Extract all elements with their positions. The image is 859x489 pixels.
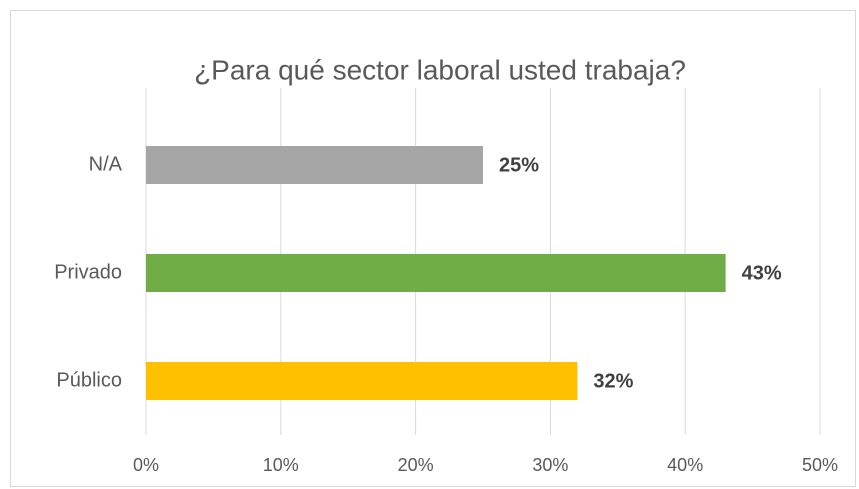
value-label: 32% bbox=[593, 370, 633, 392]
bar bbox=[146, 254, 726, 292]
y-tick-label: Privado bbox=[54, 261, 122, 283]
value-label: 43% bbox=[742, 262, 782, 284]
value-label: 25% bbox=[499, 154, 539, 176]
y-tick-label: N/A bbox=[89, 153, 123, 175]
x-tick-label: 40% bbox=[667, 455, 703, 475]
bar bbox=[146, 146, 483, 184]
x-tick-label: 0% bbox=[133, 455, 159, 475]
x-tick-label: 50% bbox=[802, 455, 838, 475]
chart-frame bbox=[10, 10, 856, 487]
x-tick-label: 20% bbox=[398, 455, 434, 475]
x-tick-label: 10% bbox=[263, 455, 299, 475]
chart-title: ¿Para qué sector laboral usted trabaja? bbox=[194, 54, 686, 85]
y-tick-label: Público bbox=[56, 369, 122, 391]
x-tick-label: 30% bbox=[532, 455, 568, 475]
bar bbox=[146, 362, 578, 400]
